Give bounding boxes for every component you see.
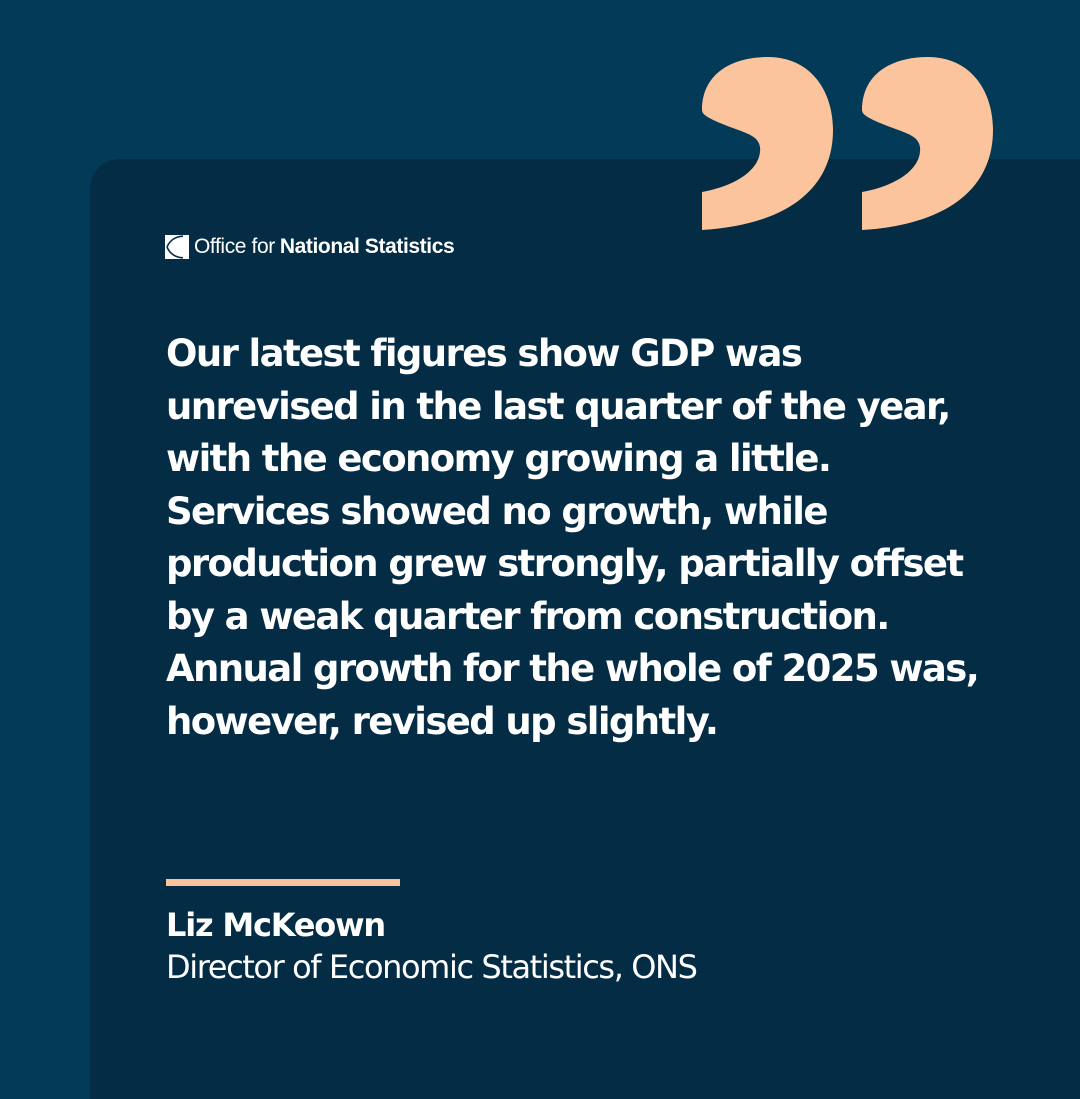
logo-text-national-statistics: National Statistics [279, 235, 455, 258]
ons-logo: Office for National Statistics [165, 235, 455, 259]
quote-card [90, 159, 1080, 1099]
closing-quotation-mark-icon [702, 57, 993, 230]
author-title: Director of Economic Statistics, ONS [166, 948, 698, 986]
accent-divider [166, 879, 400, 886]
ons-logo-icon [165, 235, 189, 259]
author-name: Liz McKeown [166, 906, 386, 944]
quote-text: Our latest figures show GDP was unrevise… [166, 332, 980, 743]
logo-text-office-for: Office for [194, 235, 275, 258]
